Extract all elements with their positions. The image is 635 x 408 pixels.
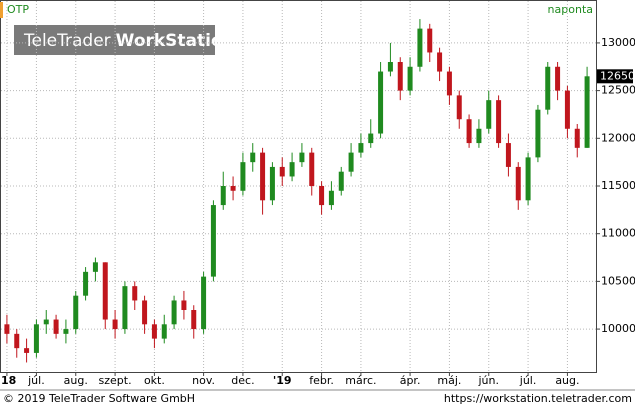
candle-body bbox=[348, 152, 354, 172]
candle-body bbox=[319, 186, 325, 206]
last-price-label: 12650 bbox=[600, 69, 635, 82]
candle-body bbox=[33, 324, 39, 353]
candle-body bbox=[387, 62, 393, 72]
watermark-brand: TeleTrader bbox=[23, 31, 111, 51]
candle-body bbox=[496, 100, 502, 144]
candle-body bbox=[279, 166, 285, 177]
candle-body bbox=[220, 186, 226, 206]
candle-body bbox=[505, 143, 511, 167]
candle-body bbox=[368, 133, 374, 144]
candle-body bbox=[53, 319, 59, 334]
x-tick-label: aug. bbox=[64, 374, 88, 387]
candle-body bbox=[397, 62, 403, 91]
candle-body bbox=[358, 143, 364, 153]
candle-body bbox=[427, 28, 433, 53]
candle-body bbox=[309, 152, 315, 186]
y-tick-label: 11500 bbox=[601, 179, 635, 192]
x-tick-label: okt. bbox=[144, 374, 165, 387]
candle-body bbox=[122, 286, 128, 330]
candle-body bbox=[466, 119, 472, 144]
watermark-product: WorkStation bbox=[116, 31, 235, 51]
x-tick-label: júl. bbox=[519, 374, 537, 387]
candle-body bbox=[525, 157, 531, 201]
y-tick-label: 11000 bbox=[601, 227, 635, 240]
candle-body bbox=[14, 333, 20, 349]
symbol: OTP bbox=[7, 3, 29, 16]
candle-body bbox=[24, 348, 30, 353]
candle-body bbox=[151, 324, 157, 339]
candle-body bbox=[555, 66, 561, 91]
watermark-box bbox=[14, 25, 215, 55]
x-tick-label: jún. bbox=[478, 374, 500, 387]
y-tick-label: 12000 bbox=[601, 131, 635, 144]
candle-body bbox=[486, 100, 492, 129]
candle-body bbox=[4, 324, 10, 334]
y-tick-label: 10000 bbox=[601, 322, 635, 335]
candle-body bbox=[43, 319, 49, 325]
candle-body bbox=[83, 271, 89, 296]
candle-body bbox=[476, 128, 482, 144]
x-tick-label: ápr. bbox=[400, 374, 421, 387]
footer-copyright: © 2019 TeleTrader Software GmbH bbox=[3, 392, 195, 405]
candle-body bbox=[515, 166, 521, 201]
candle-body bbox=[437, 52, 443, 72]
candle-body bbox=[407, 66, 413, 91]
x-tick-label: márc. bbox=[345, 374, 376, 387]
candle-body bbox=[545, 66, 551, 110]
candle-body bbox=[102, 262, 108, 320]
candle-body bbox=[171, 300, 177, 325]
candle-body bbox=[417, 28, 423, 67]
candle-body bbox=[338, 171, 344, 191]
candle-body bbox=[446, 71, 452, 96]
x-tick-label: febr. bbox=[309, 374, 334, 387]
candle-body bbox=[564, 90, 570, 129]
candle-body bbox=[289, 162, 295, 177]
candle-body bbox=[574, 128, 580, 148]
candle-body bbox=[269, 166, 275, 201]
last-price-box bbox=[597, 69, 633, 84]
interval: naponta bbox=[548, 3, 593, 16]
x-tick-label: júl. bbox=[27, 374, 45, 387]
y-tick-label: 12500 bbox=[601, 84, 635, 97]
candle-body bbox=[73, 295, 79, 330]
candle-body bbox=[63, 329, 69, 334]
candle-body bbox=[378, 71, 384, 134]
candle-body bbox=[250, 152, 256, 163]
x-tick-label: nov. bbox=[192, 374, 215, 387]
candle-body bbox=[132, 286, 138, 301]
footer-url: https://workstation.teletrader.com bbox=[444, 392, 632, 405]
candle-body bbox=[142, 300, 148, 325]
x-tick-label: aug. bbox=[555, 374, 579, 387]
candle-body bbox=[299, 152, 305, 163]
x-tick-label: máj. bbox=[437, 374, 461, 387]
candle-body bbox=[535, 109, 541, 158]
watermark: TeleTrader WorkStation bbox=[23, 31, 235, 51]
x-tick-label: dec. bbox=[231, 374, 254, 387]
candle-body bbox=[201, 276, 207, 330]
y-tick-label: 13000 bbox=[601, 36, 635, 49]
x-tick-label: '19 bbox=[273, 374, 292, 387]
candle-body bbox=[181, 300, 187, 310]
candle-body bbox=[191, 310, 197, 330]
candle-body bbox=[112, 319, 118, 330]
candle-body bbox=[584, 76, 590, 148]
x-tick-label: szept. bbox=[99, 374, 132, 387]
candle-body bbox=[230, 186, 236, 191]
candle-body bbox=[328, 190, 334, 206]
candle-body bbox=[161, 324, 167, 339]
candle-body bbox=[456, 95, 462, 120]
candle-body bbox=[210, 205, 216, 277]
y-tick-label: 10500 bbox=[601, 274, 635, 287]
symbol-marker bbox=[0, 2, 3, 18]
x-tick-label: '18 bbox=[0, 374, 16, 387]
candle-body bbox=[92, 262, 98, 272]
candle-body bbox=[260, 152, 266, 201]
candle-body bbox=[240, 162, 246, 191]
